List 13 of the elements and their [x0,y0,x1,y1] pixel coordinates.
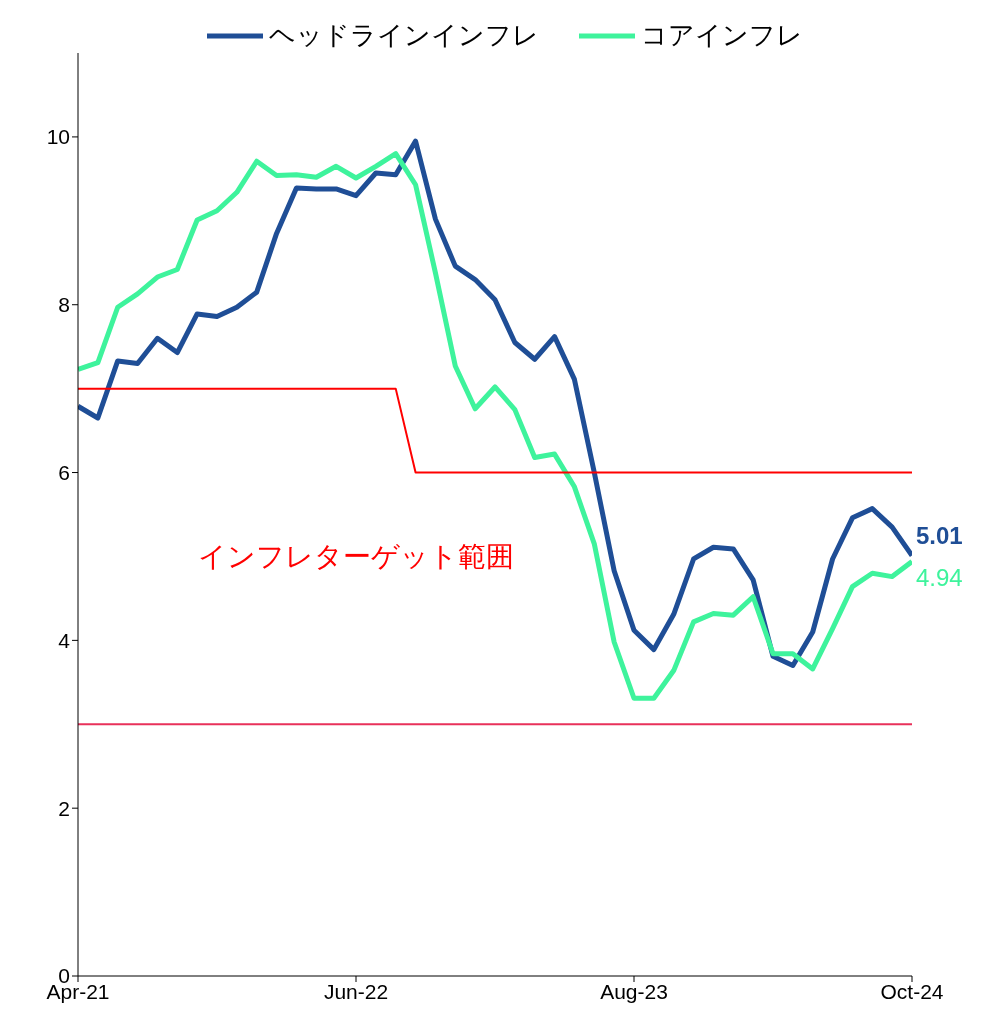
x-tick-label: Jun-22 [323,979,389,1003]
annotation: インフレターゲット範囲 [198,540,514,574]
y-tick-label: 4 [58,628,71,652]
x-tick-label: Oct-24 [880,979,944,1003]
y-tick-label: 6 [58,461,70,484]
legend-label: コアインフレ [640,19,803,52]
y-tick-label: 10 [46,125,70,149]
legend-label: ヘッドラインインフレ [268,19,539,52]
x-tick-label: Aug-23 [600,979,668,1003]
y-tick-label: 2 [58,796,70,820]
data-label: 4.94 [916,563,963,591]
y-tick-label: 8 [58,293,70,317]
data-label: 5.01 [916,521,963,549]
